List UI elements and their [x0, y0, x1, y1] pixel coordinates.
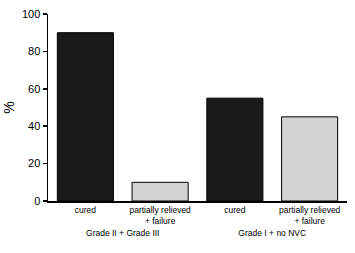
- svg-text:Grade II + Grade III: Grade II + Grade III: [86, 228, 159, 238]
- svg-text:100: 100: [22, 8, 40, 20]
- svg-text:20: 20: [28, 157, 40, 169]
- svg-text:cured: cured: [75, 205, 97, 215]
- svg-text:%: %: [1, 101, 17, 113]
- svg-text:partially relieved+ failure: partially relieved+ failure: [129, 205, 191, 226]
- svg-text:cured: cured: [224, 205, 246, 215]
- svg-text:0: 0: [34, 195, 40, 207]
- svg-text:Grade I + no NVC: Grade I + no NVC: [238, 228, 306, 238]
- svg-text:80: 80: [28, 45, 40, 57]
- svg-text:40: 40: [28, 120, 40, 132]
- svg-text:60: 60: [28, 83, 40, 95]
- svg-text:partially relieved+ failure: partially relieved+ failure: [279, 205, 341, 226]
